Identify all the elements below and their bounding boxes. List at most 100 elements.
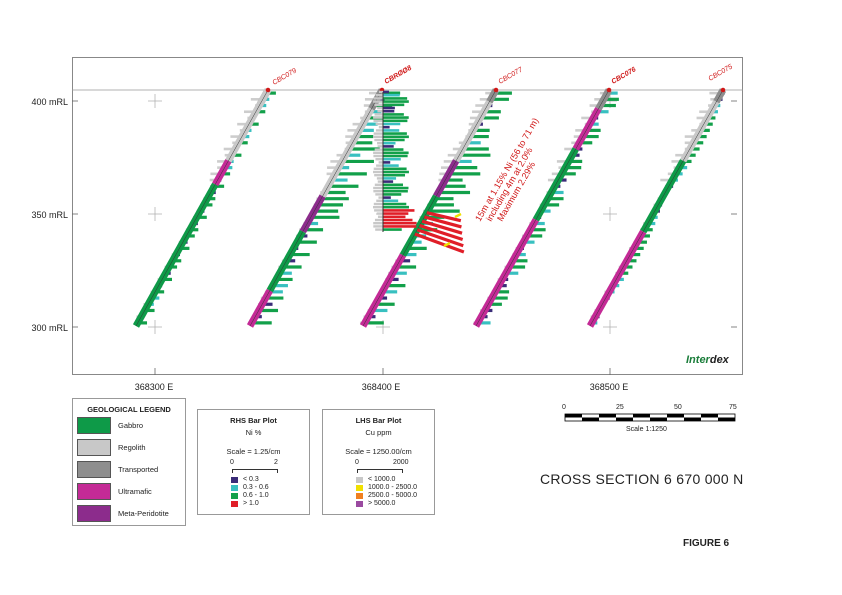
rhs-item-label: 0.3 - 0.6 — [243, 484, 269, 491]
lhs-swatch — [356, 493, 363, 499]
lhs-axis-line — [357, 469, 402, 470]
legend-label: Transported — [118, 465, 159, 474]
logo-part-2: dex — [709, 354, 729, 366]
rhs-bar-plot-legend: RHS Bar Plot Ni % Scale = 1.25/cm 0 2 < … — [197, 409, 310, 515]
cu-bar-high — [454, 212, 462, 219]
legend-swatch — [77, 483, 111, 500]
scale-bar: 0 25 50 75 Scale 1:1250 — [540, 404, 760, 444]
drill-hole-CBC079 — [132, 87, 276, 328]
legend-swatch — [77, 439, 111, 456]
rhs-item-label: < 0.3 — [243, 476, 259, 483]
hole-label: CBC079 — [272, 67, 299, 86]
high-grade-interval — [414, 211, 465, 254]
ni-bar-high — [414, 232, 465, 254]
hole-label: CBC077 — [498, 66, 525, 86]
legend-swatch — [77, 505, 111, 522]
legend-label: Gabbro — [118, 421, 144, 430]
lhs-swatch — [356, 477, 363, 483]
drill-hole-CBRØØ8 — [246, 87, 401, 328]
legend-label: Regolith — [118, 443, 146, 452]
rhs-swatch — [231, 501, 238, 507]
ni-bar-high — [421, 219, 463, 235]
lhs-axis-tick — [402, 469, 403, 473]
lhs-axis-min: 0 — [355, 459, 359, 466]
collar-marker — [493, 87, 499, 93]
cross-section-frame — [72, 57, 743, 375]
y-label-300: 300 mRL — [31, 323, 68, 333]
hole-centreline — [589, 89, 724, 327]
rhs-swatch — [231, 477, 238, 483]
drill-hole-CBC076 — [472, 87, 619, 328]
scale-bar-block — [633, 414, 650, 418]
scale-tick-75: 75 — [729, 404, 737, 411]
ni-bar-high — [426, 211, 462, 223]
geological-legend: GEOLOGICAL LEGEND Gabbro Regolith Transp… — [72, 398, 186, 526]
hole-centreline — [249, 89, 383, 327]
rhs-axis-tick — [277, 469, 278, 473]
hole-label: CBC076 — [611, 66, 638, 86]
rhs-swatch — [231, 485, 238, 491]
lhs-swatch — [356, 485, 363, 491]
rhs-axis-min: 0 — [230, 459, 234, 466]
scale-bar-graphic — [564, 413, 736, 422]
drill-hole-CBC077 — [359, 87, 512, 328]
lhs-variable: Cu ppm — [365, 428, 392, 437]
rhs-axis-tick — [232, 469, 233, 473]
y-label-400: 400 mRL — [31, 97, 68, 107]
collar-marker — [265, 87, 271, 93]
hole-label: CBC075 — [708, 63, 735, 82]
ni-bar-high — [419, 223, 464, 241]
vertical-hole-bars — [373, 90, 417, 232]
scale-bar-block — [616, 417, 633, 421]
rhs-axis-line — [232, 469, 277, 470]
collar-marker — [720, 87, 726, 93]
legend-label: Ultramafic — [118, 487, 152, 496]
scale-bar-block — [565, 414, 582, 418]
scale-tick-50: 50 — [674, 404, 682, 411]
lhs-axis-tick — [357, 469, 358, 473]
lhs-item-label: 2500.0 - 5000.0 — [368, 492, 418, 499]
lhs-bar-plot-legend: LHS Bar Plot Cu ppm Scale = 1250.00/cm 0… — [322, 409, 435, 515]
scale-bar-block — [667, 414, 684, 418]
scale-tick-0: 0 — [562, 404, 566, 411]
ni-bar-high — [416, 228, 464, 248]
x-label-368300: 368300 E — [134, 382, 174, 392]
scale-bar-block — [684, 417, 701, 421]
logo-part-1: Inter — [686, 354, 710, 366]
legend-swatch — [77, 461, 111, 478]
x-label-368400: 368400 E — [361, 382, 401, 392]
scale-bar-block — [701, 414, 718, 418]
hole-centreline — [135, 89, 269, 327]
hole-label: CBRØØ8 — [384, 65, 414, 86]
scale-bar-block — [582, 417, 599, 421]
geological-legend-title: GEOLOGICAL LEGEND — [87, 405, 171, 414]
hole-centreline — [475, 89, 610, 327]
rhs-variable: Ni % — [245, 428, 262, 437]
figure-label: FIGURE 6 — [683, 538, 730, 549]
legend-label: Meta-Peridotite — [118, 509, 169, 518]
ni-bar-high — [424, 215, 462, 229]
cu-bar-high — [443, 241, 451, 248]
scale-label: Scale 1:1250 — [626, 426, 667, 433]
lhs-axis-max: 2000 — [393, 459, 409, 466]
interdex-logo: Interdex — [686, 350, 729, 368]
drill-hole-CBC075 — [586, 87, 727, 328]
collar-marker — [606, 87, 612, 93]
lhs-item-label: 1000.0 - 2500.0 — [368, 484, 418, 491]
scale-bar-block — [650, 417, 667, 421]
scale-tick-25: 25 — [616, 404, 624, 411]
legend-swatch — [77, 417, 111, 434]
lhs-title: LHS Bar Plot — [355, 416, 402, 425]
y-label-350: 350 mRL — [31, 210, 68, 220]
hole-centreline — [362, 89, 497, 327]
lhs-swatch — [356, 501, 363, 507]
scale-bar-block — [599, 414, 616, 418]
x-label-368500: 368500 E — [589, 382, 629, 392]
cross-section-title: CROSS SECTION 6 670 000 N — [540, 471, 744, 487]
scale-bar-block — [718, 417, 735, 421]
rhs-axis-max: 2 — [274, 459, 278, 466]
rhs-item-label: 0.6 - 1.0 — [243, 492, 269, 499]
lhs-item-label: > 5000.0 — [368, 500, 396, 507]
lhs-item-label: < 1000.0 — [368, 476, 396, 483]
